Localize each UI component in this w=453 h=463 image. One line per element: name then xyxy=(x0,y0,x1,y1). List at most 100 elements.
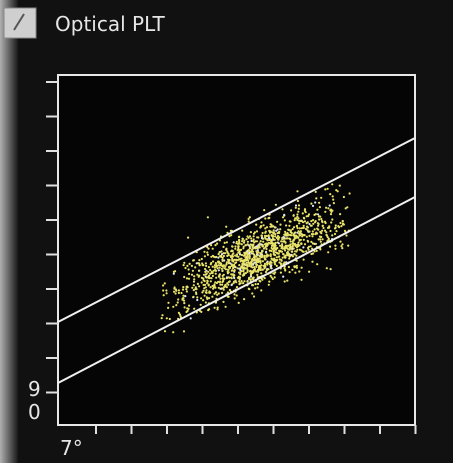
scatter-dot xyxy=(204,271,206,273)
scatter-dot xyxy=(242,282,244,284)
scatter-dot xyxy=(255,264,257,266)
scatter-dot xyxy=(229,259,231,261)
scatter-dot xyxy=(216,243,218,245)
scatter-dot xyxy=(278,236,280,238)
scatter-dot xyxy=(226,286,228,288)
scatter-dot xyxy=(231,254,233,256)
scatter-dot xyxy=(285,224,287,226)
scatter-dot xyxy=(293,232,295,234)
scatter-dot xyxy=(200,304,202,306)
scatter-dot xyxy=(193,308,195,310)
scatter-dot xyxy=(274,276,276,278)
scatter-dot xyxy=(298,208,300,210)
scatter-dot xyxy=(257,254,259,256)
scatter-dot xyxy=(233,277,235,279)
scatter-dot xyxy=(253,241,255,243)
scatter-dot xyxy=(330,221,332,223)
scatter-dot xyxy=(250,279,252,281)
checkbox[interactable] xyxy=(4,8,36,38)
scatter-dot xyxy=(207,254,209,256)
scatter-dot xyxy=(318,202,320,204)
scatter-dot xyxy=(265,248,267,250)
scatter-dot xyxy=(290,209,292,211)
scatter-dot xyxy=(262,232,264,234)
scatter-dot xyxy=(254,262,256,264)
scatter-dot xyxy=(194,266,196,268)
scatter-dot xyxy=(282,257,284,259)
scatter-dot xyxy=(266,239,268,241)
scatter-dot xyxy=(210,286,212,288)
scatter-dot xyxy=(330,211,332,213)
scatter-dot xyxy=(259,226,261,228)
scatter-dot xyxy=(195,293,197,295)
scatter-dot xyxy=(267,244,269,246)
scatter-dot xyxy=(264,217,266,219)
scatter-dot xyxy=(317,222,319,224)
scatter-dot xyxy=(248,237,250,239)
scatter-dot xyxy=(285,245,287,247)
scatter-dot xyxy=(238,241,240,243)
scatter-dot xyxy=(295,250,297,252)
scatter-dot xyxy=(271,267,273,269)
scatter-dot xyxy=(242,270,244,272)
scatter-dot xyxy=(247,259,249,261)
scatter-dot xyxy=(212,260,214,262)
scatter-dot xyxy=(255,270,257,272)
scatter-dot xyxy=(229,266,231,268)
scatter-dot xyxy=(297,227,299,229)
scatter-dot xyxy=(162,289,164,291)
scatter-dot xyxy=(193,289,195,291)
scatter-dot xyxy=(320,241,322,243)
scatter-dot xyxy=(222,266,224,268)
scatter-dot xyxy=(319,236,321,238)
scatter-dot xyxy=(205,301,207,303)
scatter-dot xyxy=(234,245,236,247)
scatter-dot xyxy=(189,263,191,265)
scatter-dot xyxy=(267,261,269,263)
scatter-dot xyxy=(232,256,234,258)
scatter-dot xyxy=(246,257,248,259)
scatter-dot xyxy=(212,248,214,250)
scatter-dot xyxy=(212,266,214,268)
scatter-dot xyxy=(206,251,208,253)
scatter-dot xyxy=(322,238,324,240)
scatter-dot xyxy=(185,286,187,288)
scatter-dot xyxy=(211,271,213,273)
scatter-dot xyxy=(322,227,324,229)
scatter-dot xyxy=(297,242,299,244)
scatter-dot xyxy=(250,273,252,275)
scatter-dot xyxy=(334,245,336,247)
scatter-dot xyxy=(299,234,301,236)
scatter-dot xyxy=(303,239,305,241)
scatter-dot xyxy=(271,258,273,260)
scatter-dot xyxy=(175,304,177,306)
scatter-dot xyxy=(310,225,312,227)
scatter-dot xyxy=(236,255,238,257)
scatter-dot xyxy=(234,265,236,267)
scatter-dot xyxy=(222,257,224,259)
scatter-dot xyxy=(187,237,189,239)
scatter-dot xyxy=(231,264,233,266)
scatter-dot xyxy=(224,242,226,244)
scatter-dot xyxy=(192,270,194,272)
scatter-dot xyxy=(268,242,270,244)
scatter-dot xyxy=(293,253,295,255)
scatter-dot xyxy=(251,248,253,250)
scatter-dot xyxy=(247,243,249,245)
scatter-dot xyxy=(259,246,261,248)
scatter-dot xyxy=(278,250,280,252)
scatter-dot xyxy=(305,228,307,230)
scatter-dot xyxy=(234,280,236,282)
scatter-dot xyxy=(277,228,279,230)
scatter-dot xyxy=(249,263,251,265)
scatter-dot xyxy=(222,277,224,279)
scatter-dot xyxy=(199,264,201,266)
scatter-dot xyxy=(311,235,313,237)
scatter-dot xyxy=(253,295,255,297)
scatter-dot xyxy=(243,280,245,282)
scatter-dot xyxy=(329,204,331,206)
scatter-dot xyxy=(190,317,192,319)
scatter-dot xyxy=(206,292,208,294)
scatter-dot xyxy=(270,260,272,262)
scatter-dot xyxy=(228,254,230,256)
